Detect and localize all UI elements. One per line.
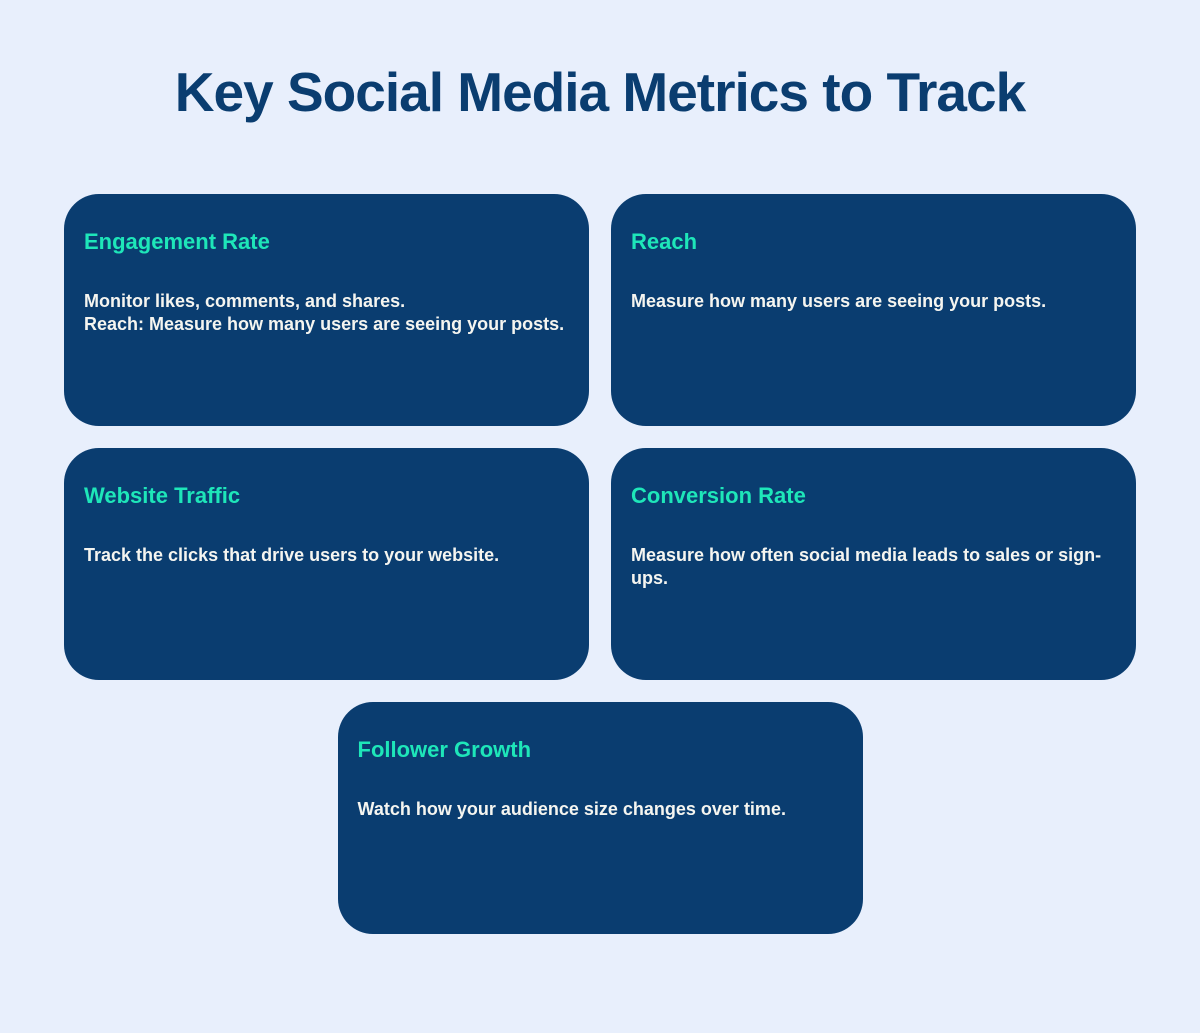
card-description: Watch how your audience size changes ove… xyxy=(358,798,843,821)
card-title: Reach xyxy=(631,229,1116,255)
metric-card-conversion-rate: Conversion Rate Measure how often social… xyxy=(611,448,1136,680)
card-title: Website Traffic xyxy=(84,483,569,509)
page-title: Key Social Media Metrics to Track xyxy=(55,60,1145,124)
metric-card-website-traffic: Website Traffic Track the clicks that dr… xyxy=(64,448,589,680)
metric-card-engagement-rate: Engagement Rate Monitor likes, comments,… xyxy=(64,194,589,426)
card-title: Follower Growth xyxy=(358,737,843,763)
card-description: Monitor likes, comments, and shares. Rea… xyxy=(84,290,569,337)
card-description: Measure how many users are seeing your p… xyxy=(631,290,1116,313)
card-grid: Engagement Rate Monitor likes, comments,… xyxy=(55,194,1145,934)
card-title: Conversion Rate xyxy=(631,483,1116,509)
metric-card-follower-growth: Follower Growth Watch how your audience … xyxy=(338,702,863,934)
card-description: Track the clicks that drive users to you… xyxy=(84,544,569,567)
card-description: Measure how often social media leads to … xyxy=(631,544,1116,591)
card-title: Engagement Rate xyxy=(84,229,569,255)
metric-card-reach: Reach Measure how many users are seeing … xyxy=(611,194,1136,426)
